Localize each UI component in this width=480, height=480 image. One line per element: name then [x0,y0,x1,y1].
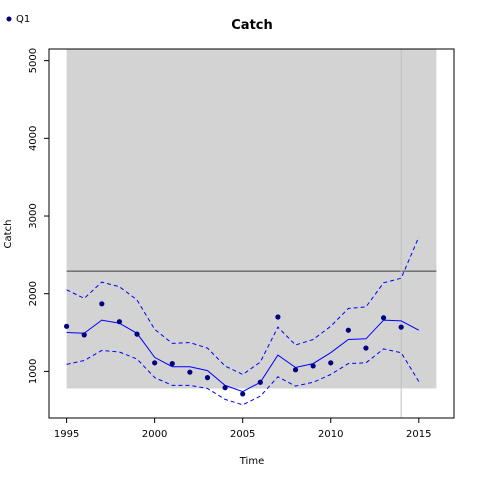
legend: Q1 [6,14,30,25]
data-point [310,363,316,369]
axes: 1995 2000 2005 2010 2015 1000 2000 3000 4000 5000 [28,48,432,440]
plot-area [64,49,437,418]
x-tick-label: 2005 [230,429,255,440]
y-axis-title: Catch [3,220,14,249]
data-point [240,391,246,397]
plot-frame [48,48,455,419]
data-point [257,379,263,385]
x-tick-label: 2000 [142,429,167,440]
data-point [81,332,87,338]
y-tick-label: 1000 [28,359,39,384]
legend-label-q1: Q1 [16,14,30,25]
data-point [116,319,123,325]
x-axis-title: Time [239,456,264,467]
data-point [363,345,369,351]
data-point [222,385,228,391]
data-point [169,361,175,367]
y-tick-label: 3000 [28,203,39,228]
data-point [204,375,211,381]
data-point [292,367,299,373]
data-point [187,369,193,375]
shaded-region [66,49,437,389]
y-tick-label: 4000 [28,126,39,151]
data-point [152,360,158,366]
data-point [328,360,334,366]
data-point [345,327,351,333]
y-tick-label: 2000 [28,281,39,306]
data-point [99,301,105,307]
legend-marker-q1 [6,16,12,22]
x-tick-label: 2010 [318,429,343,440]
data-point [380,315,387,321]
data-point [398,324,404,330]
y-tick-label: 5000 [28,48,39,73]
x-tick-label: 2015 [406,429,431,440]
lower-bound-line [66,348,420,406]
data-point [64,323,70,329]
chart-title: Catch [231,18,273,33]
data-point [275,314,281,320]
x-tick-label: 1995 [54,429,79,440]
data-point [134,331,140,337]
